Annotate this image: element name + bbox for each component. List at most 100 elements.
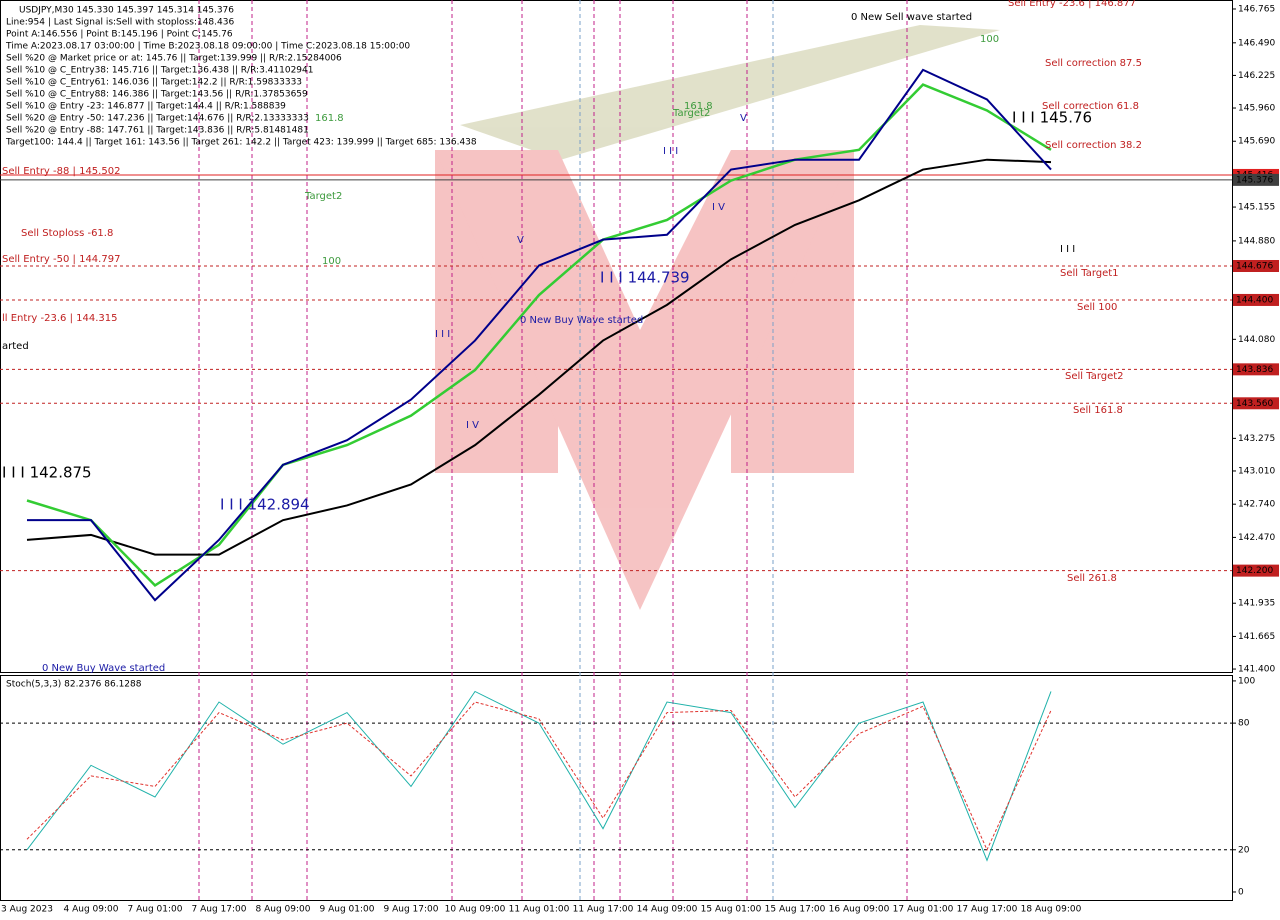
level-box (1233, 293, 1279, 306)
plot-frame (0, 0, 1233, 673)
watermark-bar (435, 150, 558, 473)
x-tick-label: 11 Aug 17:00 (573, 905, 634, 915)
annotation: V (740, 113, 747, 124)
y-tick-label: 20 (1238, 845, 1250, 855)
watermark-bar (731, 150, 854, 473)
annotation: Sell 261.8 (1067, 573, 1117, 584)
y-tick-label: 142.470 (1238, 533, 1275, 543)
x-tick-label: 15 Aug 01:00 (701, 905, 762, 915)
level-label: 143.836 (1236, 365, 1273, 375)
annotation: Sell correction 87.5 (1045, 58, 1142, 69)
annotation: Sell Stoploss -61.8 (21, 228, 113, 239)
annotation: 161.8 (315, 113, 344, 124)
annotation: Target2 (304, 191, 342, 202)
x-tick-label: 14 Aug 09:00 (637, 905, 698, 915)
info-line: Sell %20 @ Market price or at: 145.76 ||… (6, 54, 342, 64)
level-box (1233, 363, 1279, 376)
y-tick-label: 100 (1238, 676, 1255, 686)
annotation: 0 New Buy Wave started (42, 663, 165, 674)
y-tick-label: 145.690 (1238, 137, 1275, 147)
watermark-band (460, 25, 1000, 160)
annotation: Sell Entry -88 | 145.502 (2, 166, 120, 177)
series-line (26, 701, 1052, 851)
y-tick-label: 0 (1238, 887, 1244, 897)
annotation: 0 New Sell wave started (851, 12, 972, 23)
annotation: I I I (1060, 244, 1075, 255)
annotation: Sell 100 (1077, 302, 1117, 313)
info-line: Line:954 | Last Signal is:Sell with stop… (6, 18, 234, 28)
annotation: ll Entry -23.6 | 144.315 (2, 313, 117, 324)
y-tick-label: 142.740 (1238, 500, 1275, 510)
x-tick-label: 17 Aug 17:00 (957, 905, 1018, 915)
x-tick-label: 4 Aug 09:00 (64, 905, 119, 915)
annotation: 161.8 (684, 101, 713, 112)
x-tick-label: 3 Aug 2023 (1, 905, 53, 915)
annotation: arted (2, 341, 29, 352)
x-tick-label: 16 Aug 09:00 (829, 905, 890, 915)
annotation: 100 (980, 34, 999, 45)
x-tick-label: 10 Aug 09:00 (445, 905, 506, 915)
annotation: I V (712, 202, 725, 213)
info-line: Point A:146.556 | Point B:145.196 | Poin… (6, 30, 233, 40)
info-line: Target100: 144.4 || Target 161: 143.56 |… (5, 138, 477, 148)
info-line: Sell %20 @ Entry -50: 147.236 || Target:… (6, 114, 309, 124)
annotation: Sell Target1 (1060, 268, 1119, 279)
level-box (1233, 564, 1279, 577)
info-line: Time A:2023.08.17 03:00:00 | Time B:2023… (5, 42, 410, 52)
stoch-frame (0, 675, 1233, 901)
series-line (27, 68, 1052, 602)
y-tick-label: 141.400 (1238, 665, 1275, 675)
annotation: Sell Entry -50 | 144.797 (2, 254, 120, 265)
annotation: Sell correction 61.8 (1042, 101, 1139, 112)
annotation: Target2 (672, 108, 710, 119)
info-line: Sell %10 @ C_Entry88: 146.386 || Target:… (6, 90, 308, 100)
series-line (26, 158, 1052, 556)
series-line (26, 690, 1052, 862)
level-label: 145.376 (1236, 175, 1273, 185)
annotation: I V (466, 420, 479, 431)
y-tick-label: 146.490 (1238, 38, 1275, 48)
annotation: 0 New Buy Wave started (520, 315, 643, 326)
annotation: Sell correction 38.2 (1045, 140, 1142, 151)
level-label: 144.400 (1236, 295, 1273, 305)
annotation: V (517, 235, 524, 246)
annotation: I I I (435, 329, 450, 340)
y-tick-label: 80 (1238, 719, 1250, 729)
y-tick-label: 143.275 (1238, 434, 1275, 444)
x-tick-label: 8 Aug 09:00 (256, 905, 311, 915)
annotation: I I I (663, 146, 678, 157)
y-tick-label: 145.155 (1238, 203, 1275, 213)
x-tick-label: 15 Aug 17:00 (765, 905, 826, 915)
x-tick-label: 9 Aug 01:00 (320, 905, 375, 915)
annotation: I I I 144.739 (600, 269, 690, 287)
x-tick-label: 11 Aug 01:00 (509, 905, 570, 915)
annotation: Sell 161.8 (1073, 405, 1123, 416)
y-tick-label: 146.225 (1238, 71, 1275, 81)
level-label: 144.676 (1236, 261, 1273, 271)
stoch-title: Stoch(5,3,3) 82.2376 86.1288 (6, 680, 142, 690)
annotation: I I I 145.76 (1012, 109, 1092, 127)
level-box (1233, 173, 1279, 186)
level-box (1233, 397, 1279, 410)
annotation: 100 (322, 256, 341, 267)
level-label: 142.200 (1236, 566, 1273, 576)
level-box (1233, 259, 1279, 272)
info-line: Sell %20 @ Entry -88: 147.761 || Target:… (6, 126, 309, 136)
y-tick-label: 144.880 (1238, 236, 1275, 246)
info-line: USDJPY,M30 145.330 145.397 145.314 145.3… (19, 6, 234, 16)
y-tick-label: 146.765 (1238, 4, 1275, 14)
x-tick-label: 7 Aug 01:00 (128, 905, 183, 915)
y-tick-label: 143.010 (1238, 466, 1275, 476)
x-tick-label: 18 Aug 09:00 (1021, 905, 1082, 915)
x-tick-label: 9 Aug 17:00 (384, 905, 439, 915)
annotation: I I I 142.894 (220, 496, 310, 514)
annotation: Sell Target2 (1065, 371, 1124, 382)
y-tick-label: 145.960 (1238, 104, 1275, 114)
x-tick-label: 7 Aug 17:00 (192, 905, 247, 915)
y-tick-label: 144.080 (1238, 335, 1275, 345)
info-line: Sell %10 @ C_Entry61: 146.036 || Target:… (6, 78, 302, 88)
annotation: I I I 142.875 (2, 464, 92, 482)
info-line: Sell %10 @ Entry -23: 146.877 || Target:… (6, 102, 286, 112)
